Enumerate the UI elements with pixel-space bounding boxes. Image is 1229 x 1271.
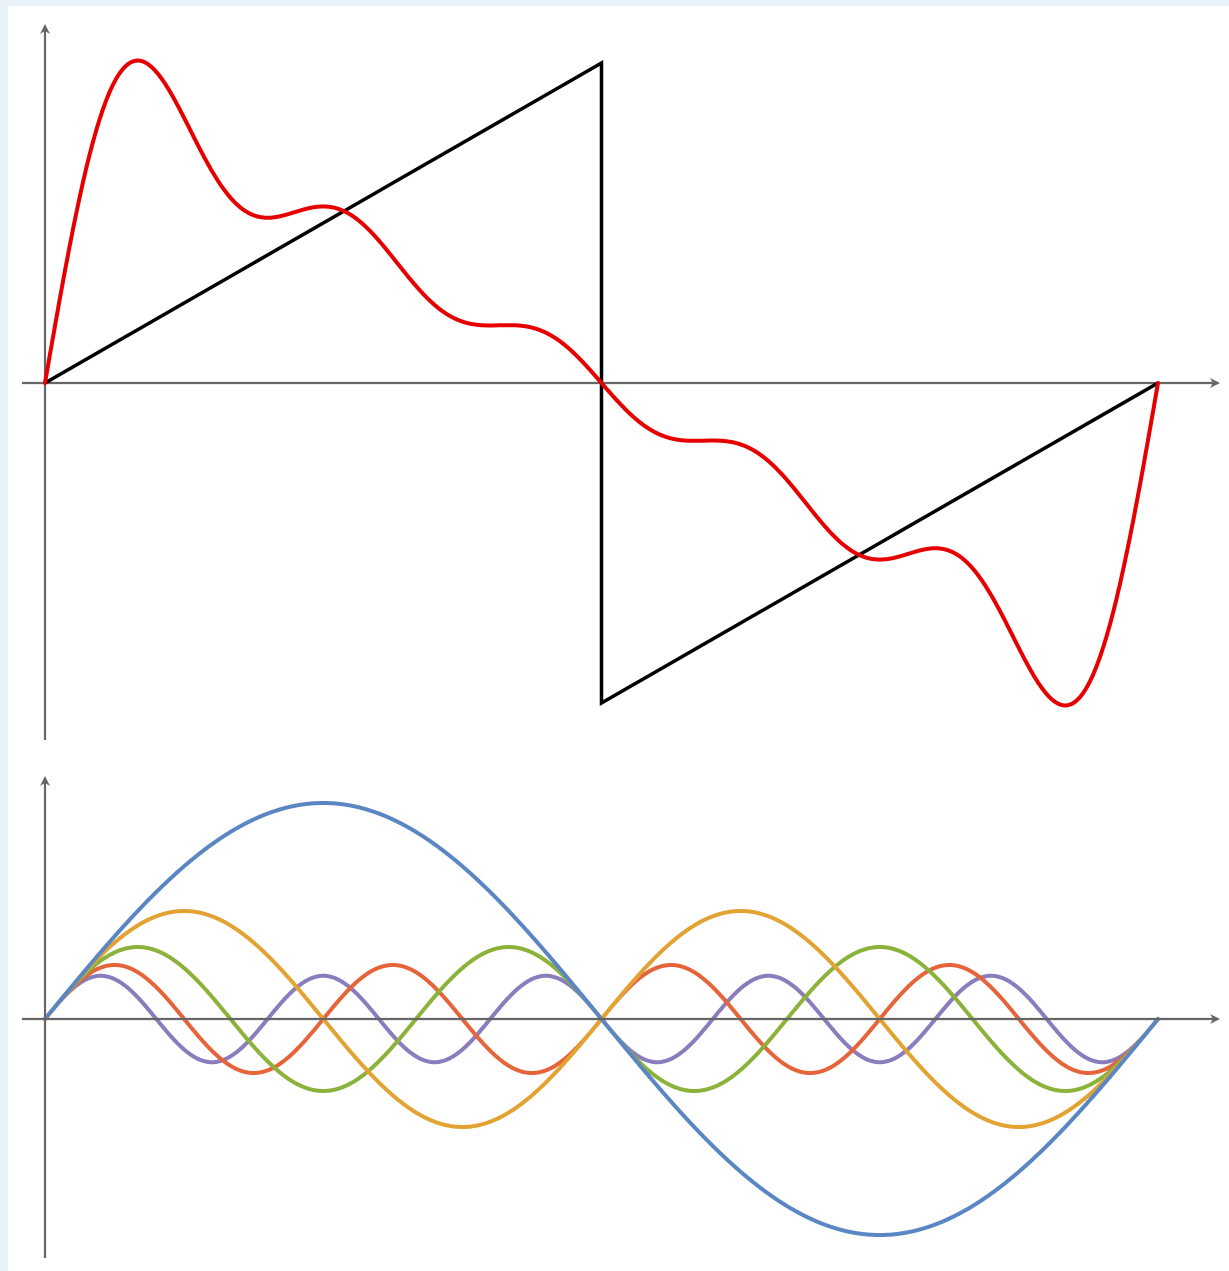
top-chart xyxy=(22,24,1220,740)
figure-panel xyxy=(8,6,1229,1271)
bottom-chart xyxy=(22,776,1220,1258)
fourier-approximation-line xyxy=(43,58,1160,708)
